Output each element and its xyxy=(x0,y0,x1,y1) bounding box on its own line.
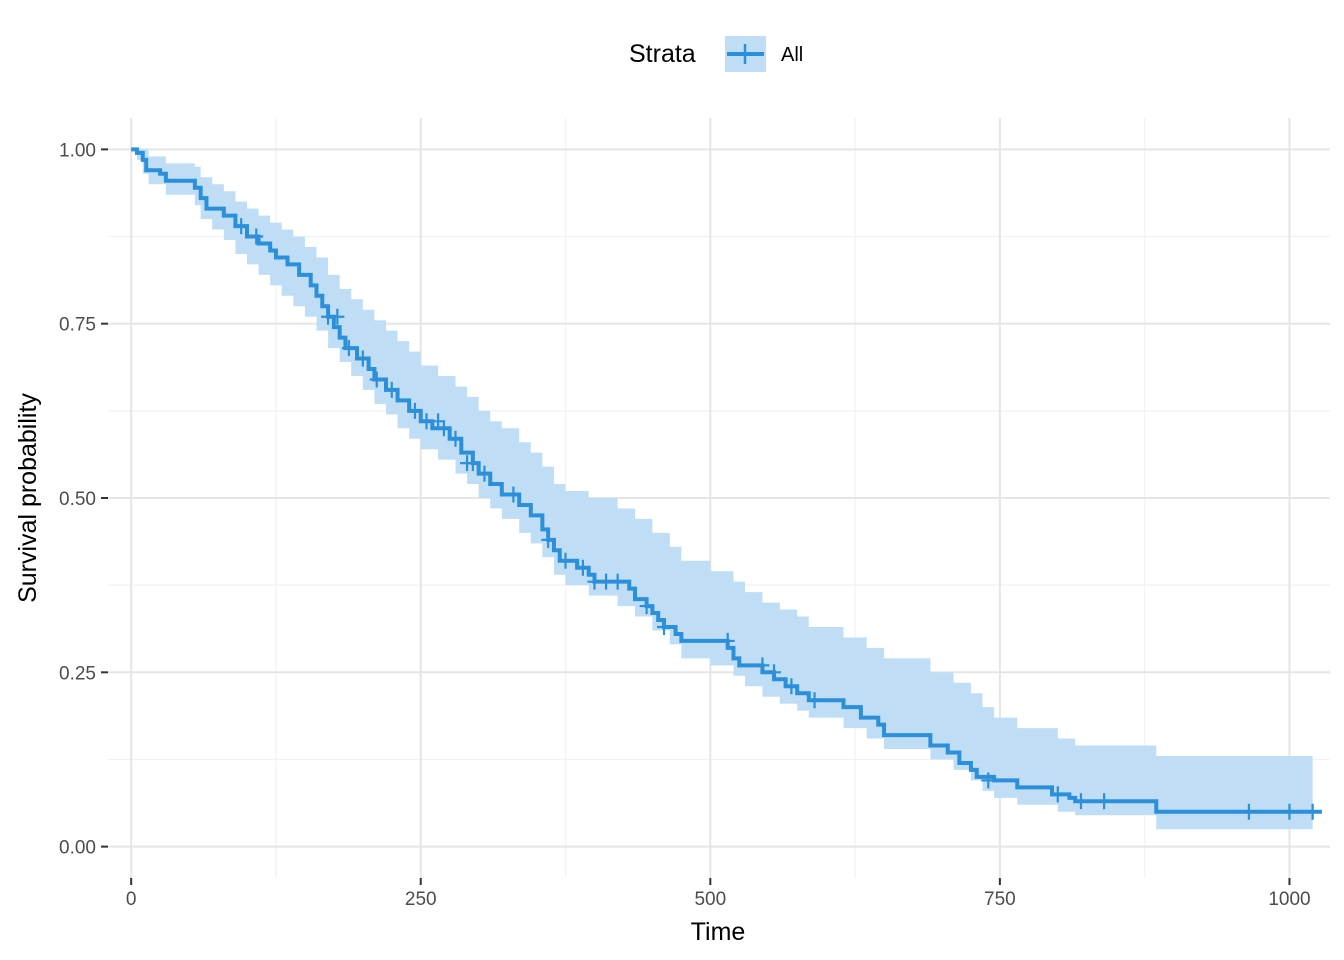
censor-mark xyxy=(436,420,451,437)
y-tick-label: 0.75 xyxy=(59,315,96,336)
y-tick-label: 0.00 xyxy=(59,838,96,859)
censor-mark xyxy=(1305,803,1320,820)
confidence-band xyxy=(131,149,1313,830)
censor-mark xyxy=(341,340,356,357)
censor-mark xyxy=(1073,793,1088,810)
censor-mark xyxy=(1282,803,1297,820)
x-tick-label: 0 xyxy=(126,889,137,910)
survival-curve xyxy=(131,147,1322,814)
y-tick-label: 0.25 xyxy=(59,663,96,684)
censor-mark xyxy=(448,430,463,447)
censor-mark xyxy=(541,531,556,548)
censor-mark xyxy=(1241,803,1256,820)
censor-mark xyxy=(639,598,654,615)
censor-mark xyxy=(1050,786,1065,803)
y-tick-label: 0.50 xyxy=(59,489,96,510)
x-tick-label: 750 xyxy=(984,889,1016,910)
censor-mark xyxy=(807,692,822,709)
censor-mark xyxy=(355,350,370,367)
y-axis-title: Survival probability xyxy=(14,393,42,603)
censor-mark xyxy=(1097,793,1112,810)
y-tick-labels: 0.00 0.25 0.50 0.75 1.00 xyxy=(59,140,96,858)
censor-mark xyxy=(720,632,735,649)
censor-marks-layer xyxy=(234,218,1320,820)
censor-mark xyxy=(477,465,492,482)
legend: Strata All xyxy=(629,36,803,72)
censor-mark xyxy=(767,664,782,681)
censor-mark xyxy=(234,218,249,235)
legend-title: Strata xyxy=(629,40,696,68)
censor-mark xyxy=(784,678,799,695)
x-tick-label: 1000 xyxy=(1268,889,1310,910)
axis-ticks xyxy=(101,148,1291,885)
x-tick-label: 250 xyxy=(405,889,437,910)
legend-label-all: All xyxy=(781,44,803,66)
y-tick-label: 1.00 xyxy=(59,140,96,161)
x-tick-labels: 0 250 500 750 1000 xyxy=(126,889,1311,910)
censor-mark xyxy=(981,772,996,789)
censor-mark xyxy=(407,402,422,419)
censor-mark xyxy=(506,486,521,503)
censor-mark xyxy=(369,371,384,388)
confidence-band-layer xyxy=(131,149,1313,830)
censor-mark xyxy=(656,618,671,635)
censor-mark xyxy=(558,552,573,569)
major-gridlines xyxy=(108,118,1330,878)
censor-mark xyxy=(431,413,446,430)
x-axis-title: Time xyxy=(691,918,746,946)
x-tick-label: 500 xyxy=(694,889,726,910)
censor-mark xyxy=(610,573,625,590)
censor-mark xyxy=(755,657,770,674)
censor-mark xyxy=(249,228,264,245)
censor-mark xyxy=(330,308,345,325)
survival-curve-layer xyxy=(131,147,1322,814)
censor-mark xyxy=(384,381,399,398)
censor-mark xyxy=(465,455,480,472)
censor-mark xyxy=(575,559,590,576)
